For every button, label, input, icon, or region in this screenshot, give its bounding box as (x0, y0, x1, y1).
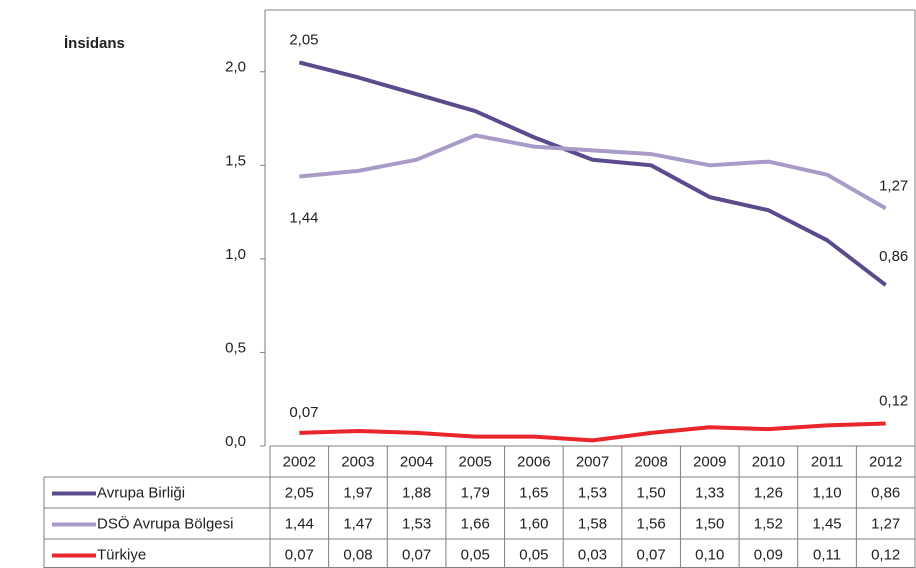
series-line (298, 60, 887, 287)
table-cell: 1,58 (578, 515, 607, 532)
table-cell: 0,09 (754, 546, 783, 563)
table-cell: 1,65 (519, 484, 548, 501)
series-line (299, 133, 887, 211)
table-cell: 0,07 (402, 546, 431, 563)
y-tick-label: 0,0 (225, 433, 246, 450)
table-cell: 1,60 (519, 515, 548, 532)
legend-label: Türkiye (97, 546, 146, 563)
x-tick-label: 2007 (576, 453, 609, 470)
x-tick-label: 2011 (811, 453, 843, 470)
table-cell: 1,44 (285, 515, 314, 532)
table-cell: 0,12 (871, 546, 900, 563)
data-label: 0,07 (289, 404, 318, 421)
y-axis-title: İnsidans (64, 35, 125, 52)
table-cell: 1,45 (812, 515, 841, 532)
table-cell: 0,03 (578, 546, 607, 563)
table-cell: 0,07 (285, 546, 314, 563)
x-tick-label: 2009 (693, 453, 726, 470)
legend-label: Avrupa Birliği (97, 484, 185, 501)
x-tick-label: 2010 (752, 453, 785, 470)
table-cell: 0,07 (637, 546, 666, 563)
data-label: 1,27 (879, 177, 908, 194)
x-tick-label: 2006 (517, 453, 550, 470)
data-label: 0,86 (879, 248, 908, 265)
y-tick-label: 2,0 (225, 59, 246, 76)
series-line (299, 421, 886, 443)
table-cell: 1,50 (637, 484, 666, 501)
y-tick-label: 0,5 (225, 339, 246, 356)
table-cell: 1,53 (402, 515, 431, 532)
table-cell: 0,05 (461, 546, 490, 563)
table-cell: 1,52 (754, 515, 783, 532)
data-label: 2,05 (289, 31, 318, 48)
table-cell: 1,53 (578, 484, 607, 501)
table-cell: 2,05 (285, 484, 314, 501)
table-cell: 1,56 (637, 515, 666, 532)
x-tick-label: 2012 (869, 453, 902, 470)
y-tick-label: 1,5 (225, 152, 246, 169)
table-cell: 1,88 (402, 484, 431, 501)
table-cell: 1,27 (871, 515, 900, 532)
table-cell: 1,79 (461, 484, 490, 501)
x-tick-label: 2005 (459, 453, 492, 470)
table-cell: 1,66 (461, 515, 490, 532)
x-tick-label: 2003 (341, 453, 374, 470)
table-cell: 1,33 (695, 484, 724, 501)
y-tick-label: 1,0 (225, 246, 246, 263)
data-label: 0,12 (879, 393, 908, 410)
legend-label: DSÖ Avrupa Bölgesi (97, 514, 233, 532)
table-cell: 0,05 (519, 546, 548, 563)
table-cell: 0,86 (871, 484, 900, 501)
table-cell: 1,47 (343, 515, 372, 532)
x-tick-label: 2004 (400, 453, 433, 470)
table-cell: 1,10 (812, 484, 841, 501)
x-tick-label: 2002 (283, 453, 316, 470)
table-cell: 0,10 (695, 546, 724, 563)
x-tick-label: 2008 (634, 453, 667, 470)
table-cell: 1,50 (695, 515, 724, 532)
table-cell: 1,97 (343, 484, 372, 501)
table-cell: 1,26 (754, 484, 783, 501)
table-cell: 0,11 (813, 546, 841, 563)
data-label: 1,44 (289, 210, 318, 227)
table-cell: 0,08 (343, 546, 372, 563)
